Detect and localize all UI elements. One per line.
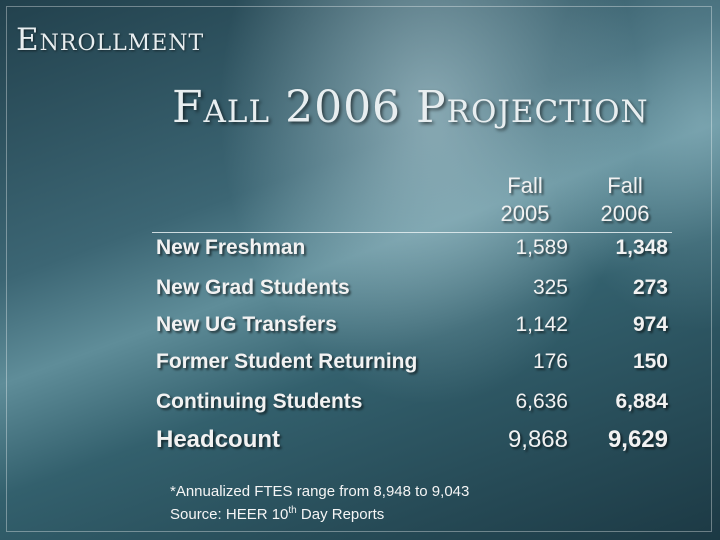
table-row: New Grad Students 325 273 [0, 276, 720, 310]
column-header-line1: Fall [507, 173, 543, 198]
value-fall-2005: 325 [532, 276, 568, 299]
column-header-line2: 2005 [500, 201, 550, 226]
total-fall-2006: 9,629 [607, 426, 668, 453]
column-header-fall-2005: Fall 2005 [480, 172, 570, 228]
header-divider [152, 232, 672, 233]
footnote-superscript: th [288, 505, 297, 516]
value-fall-2006: 150 [632, 350, 668, 373]
value-fall-2005: 1,589 [515, 236, 568, 259]
table-row: Continuing Students 6,636 6,884 [0, 390, 720, 424]
table-row: New Freshman 1,589 1,348 [0, 236, 720, 270]
row-label: New Grad Students [156, 276, 350, 299]
value-fall-2006: 1,348 [615, 236, 668, 259]
row-label: Continuing Students [156, 390, 363, 413]
table-row: Former Student Returning 176 150 [0, 350, 720, 384]
column-header-fall-2006: Fall 2006 [580, 172, 670, 228]
footnote: *Annualized FTES range from 8,948 to 9,0… [170, 482, 469, 524]
footnote-line2: Source: HEER 10th Day Reports [170, 501, 469, 524]
row-label: Former Student Returning [156, 350, 418, 373]
value-fall-2006: 6,884 [615, 390, 668, 413]
value-fall-2006: 974 [632, 313, 668, 336]
footnote-source-suffix: Day Reports [296, 506, 385, 523]
slide-title: Fall 2006 Projection [172, 82, 649, 133]
row-label: New UG Transfers [156, 313, 337, 336]
row-label: New Freshman [156, 236, 306, 259]
column-header-line1: Fall [607, 173, 643, 198]
value-fall-2005: 1,142 [515, 313, 568, 336]
total-row: Headcount 9,868 9,629 [0, 426, 720, 460]
value-fall-2005: 6,636 [515, 390, 568, 413]
section-brand: Enrollment [16, 22, 205, 58]
footnote-source-prefix: Source: HEER 10 [170, 506, 289, 523]
column-header-line2: 2006 [600, 201, 650, 226]
value-fall-2006: 273 [632, 276, 668, 299]
total-label: Headcount [156, 426, 281, 453]
footnote-line1: *Annualized FTES range from 8,948 to 9,0… [170, 483, 470, 500]
total-fall-2005: 9,868 [507, 426, 568, 453]
table-row: New UG Transfers 1,142 974 [0, 313, 720, 347]
value-fall-2005: 176 [532, 350, 568, 373]
slide-frame [6, 6, 712, 532]
